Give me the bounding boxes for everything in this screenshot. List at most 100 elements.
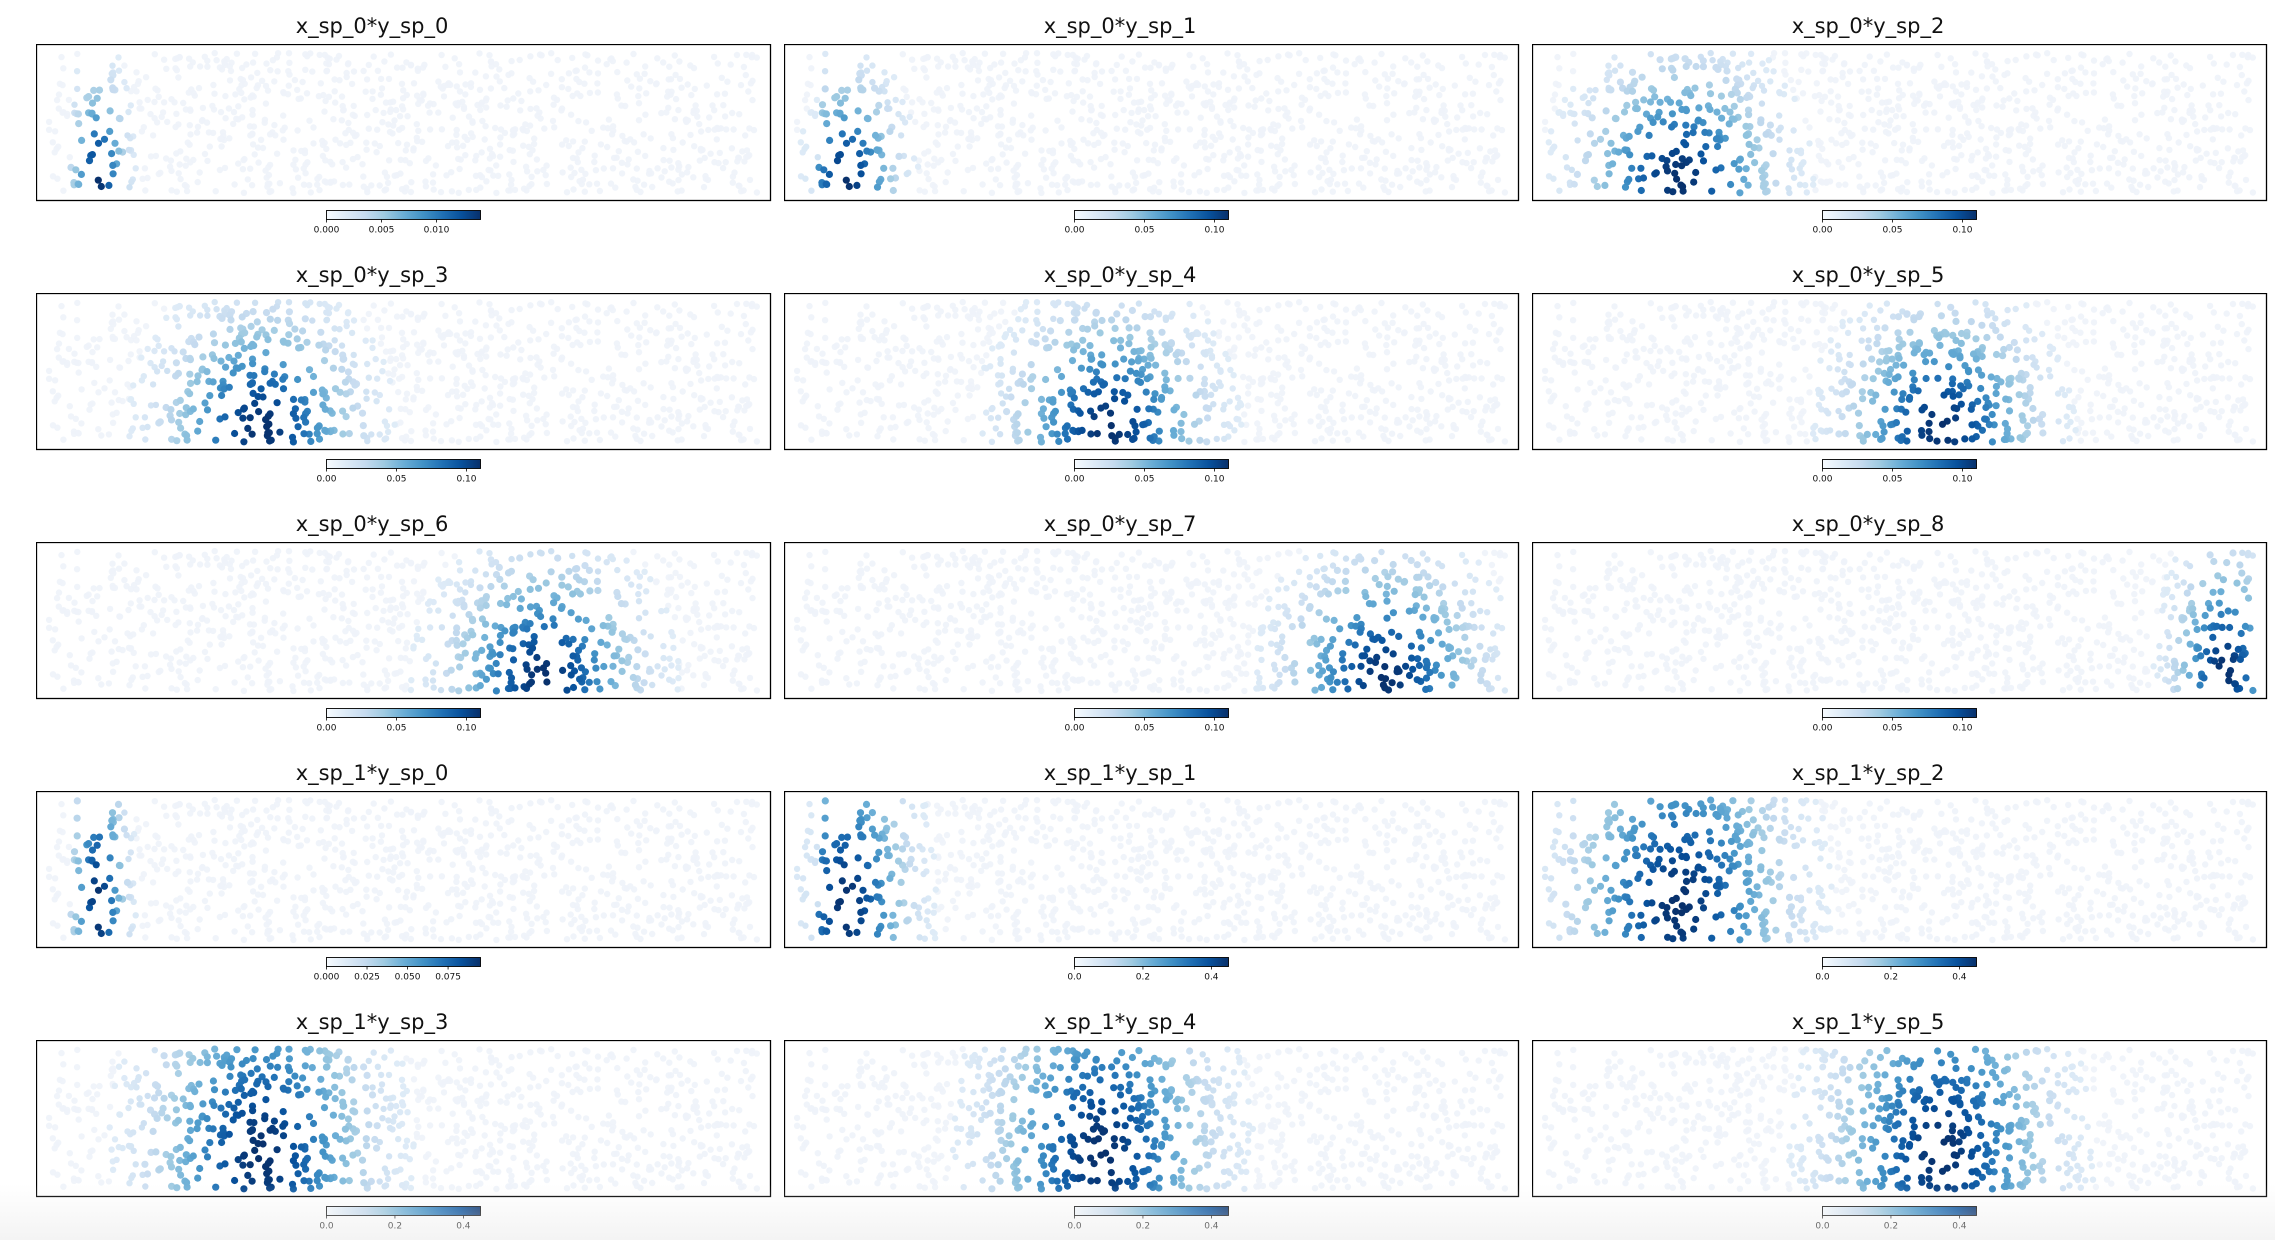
scatter-point	[177, 176, 183, 182]
scatter-point	[575, 398, 581, 404]
scatter-point	[306, 366, 313, 373]
scatter-point	[172, 124, 178, 130]
scatter-point	[1265, 57, 1271, 63]
scatter-point	[1108, 173, 1114, 179]
scatter-point	[360, 422, 367, 429]
scatter-point	[93, 364, 99, 370]
scatter-point	[1671, 74, 1678, 81]
scatter-point	[247, 414, 254, 421]
scatter-point	[2091, 70, 2097, 76]
scatter-point	[431, 186, 437, 192]
scatter-point	[1147, 103, 1153, 109]
scatter-point	[1216, 379, 1222, 385]
scatter-point	[123, 85, 129, 91]
scatter-point	[1870, 127, 1876, 133]
scatter-point	[1203, 156, 1209, 162]
scatter-point	[628, 332, 634, 338]
scatter-point	[1700, 63, 1707, 70]
scatter-point	[812, 113, 818, 119]
scatter-point	[1388, 380, 1394, 386]
scatter-point	[1952, 166, 1958, 172]
scatter-point	[441, 342, 447, 348]
scatter-point	[1603, 357, 1609, 363]
scatter-point	[1471, 126, 1477, 132]
scatter-point	[1098, 112, 1104, 118]
scatter-point	[724, 79, 730, 85]
scatter-point	[1478, 126, 1484, 132]
scatter-point	[2156, 157, 2162, 163]
scatter-point	[2088, 153, 2094, 159]
scatter-point	[1402, 414, 1408, 420]
scatter-point	[1829, 56, 1835, 62]
scatter-point	[519, 126, 525, 132]
scatter-point	[2232, 360, 2238, 366]
scatter-point	[1842, 181, 1848, 187]
scatter-point	[1323, 118, 1329, 124]
scatter-point	[1754, 136, 1761, 143]
scatter-point	[1697, 150, 1704, 157]
scatter-point	[1378, 300, 1384, 306]
scatter-point	[1121, 149, 1127, 155]
scatter-point	[89, 100, 96, 107]
subplot-title: x_sp_0*y_sp_4	[748, 263, 1492, 287]
scatter-point	[1468, 165, 1474, 171]
scatter-point	[1204, 190, 1210, 196]
scatter-point	[399, 330, 405, 336]
colorbar-gradient	[327, 460, 481, 469]
scatter-point	[697, 406, 703, 412]
scatter-point	[425, 352, 431, 358]
scatter-point	[1174, 358, 1181, 365]
scatter-point	[543, 331, 549, 337]
scatter-point	[2137, 182, 2143, 188]
scatter-point	[798, 139, 804, 145]
scatter-point	[488, 312, 494, 318]
scatter-point	[1050, 316, 1056, 322]
scatter-point	[1267, 375, 1273, 381]
scatter-point	[864, 68, 870, 74]
scatter-point	[304, 90, 310, 96]
scatter-point	[880, 165, 887, 172]
scatter-point	[206, 129, 212, 135]
scatter-point	[274, 151, 280, 157]
scatter-point	[299, 79, 305, 85]
scatter-point	[126, 184, 132, 190]
scatter-point	[943, 373, 949, 379]
scatter-point	[996, 74, 1002, 80]
scatter-point	[1162, 387, 1169, 394]
scatter-point	[886, 128, 893, 135]
scatter-point	[2130, 165, 2136, 171]
scatter-point	[1085, 389, 1092, 396]
scatter-point	[698, 128, 704, 134]
scatter-point	[1275, 400, 1281, 406]
scatter-point	[1034, 309, 1040, 315]
scatter-point	[1093, 120, 1099, 126]
scatter-point	[1646, 132, 1653, 139]
scatter-point	[1107, 161, 1113, 167]
scatter-point	[1303, 57, 1309, 63]
scatter-point	[213, 306, 219, 312]
scatter-point	[1156, 311, 1162, 317]
scatter-point	[1401, 81, 1407, 87]
scatter-point	[2158, 168, 2164, 174]
scatter-point	[1204, 166, 1210, 172]
scatter-point	[1173, 103, 1179, 109]
scatter-point	[485, 416, 491, 422]
scatter-point	[395, 389, 401, 395]
scatter-point	[890, 414, 896, 420]
scatter-point	[680, 388, 686, 394]
scatter-point	[1227, 367, 1233, 373]
scatter-point	[935, 63, 941, 69]
scatter-point	[911, 315, 917, 321]
scatter-point	[206, 392, 213, 399]
scatter-point	[1087, 159, 1093, 165]
scatter-point	[187, 131, 193, 137]
scatter-plot	[784, 293, 1520, 451]
scatter-point	[1345, 437, 1351, 443]
scatter-point	[1736, 189, 1743, 196]
scatter-point	[143, 323, 149, 329]
scatter-point	[996, 94, 1002, 100]
scatter-point	[1201, 100, 1207, 106]
scatter-point	[1957, 106, 1963, 112]
scatter-point	[1938, 64, 1944, 70]
scatter-point	[1337, 377, 1343, 383]
